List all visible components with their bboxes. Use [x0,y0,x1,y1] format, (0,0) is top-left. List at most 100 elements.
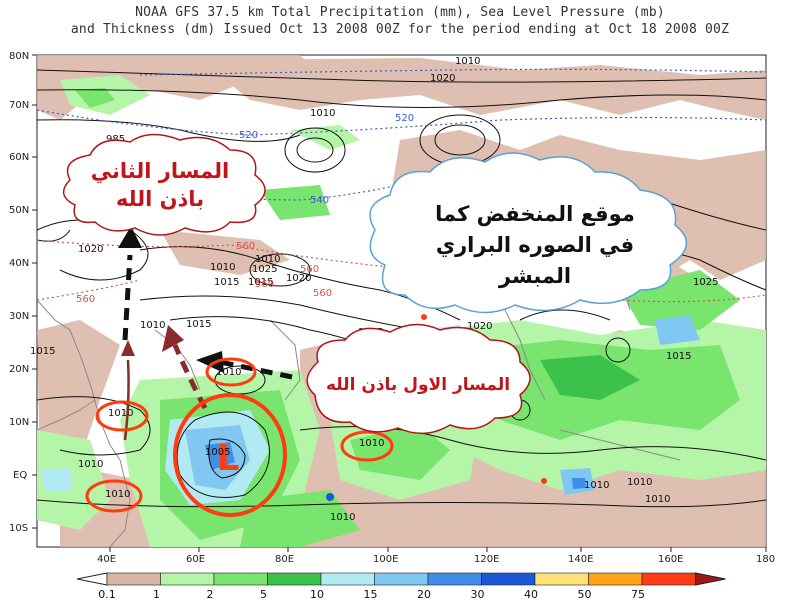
svg-text:100E: 100E [373,554,398,565]
map-title-line2: and Thickness (dm) Issued Oct 13 2008 00… [70,22,730,37]
latitude-axis: 80N 70N 60N 50N 40N 30N 20N 10N EQ 10S [9,51,29,534]
svg-text:1015: 1015 [666,351,691,362]
colorbar-swatch [374,572,429,586]
cyclone-circle [173,393,287,517]
svg-text:1025: 1025 [252,264,277,275]
cloud-low-line3: المبشر [498,264,571,288]
svg-text:1010: 1010 [627,477,652,488]
svg-text:1025: 1025 [693,277,718,288]
highlight-markers [85,357,394,517]
thickness-labels: 520 520 540 560 560 560 560 560 [76,113,414,305]
marker-1010-b [95,400,149,432]
svg-text:1015: 1015 [248,277,273,288]
svg-text:1010: 1010 [455,56,480,67]
colorbar-swatch [106,572,161,586]
cloud-second-line2: باذن الله [116,187,204,211]
svg-text:1020: 1020 [467,321,492,332]
svg-text:1010: 1010 [359,438,384,449]
marker-1010-c [340,430,394,462]
svg-text:560: 560 [255,279,274,290]
svg-text:80E: 80E [275,554,294,565]
colorbar-swatch [534,572,589,586]
colorbar-swatch [588,572,643,586]
svg-text:10S: 10S [9,523,28,534]
svg-text:60N: 60N [9,152,29,163]
svg-text:560: 560 [300,264,319,275]
cloud-low-location: موقع المنخفض كما في الصوره البراري المبش… [369,152,687,314]
cloud-second-line1: المسار الثاني [91,159,230,183]
axis-ticks [32,54,767,552]
colorbar-max-arrow [695,572,726,586]
precipitation-colorbar: 0.1 1 2 5 10 15 20 30 40 50 75 [76,572,726,600]
svg-text:70N: 70N [9,100,29,111]
colorbar-swatch [213,572,268,586]
svg-text:1015: 1015 [186,319,211,330]
svg-text:60E: 60E [186,554,205,565]
colorbar-label: 30 [471,588,485,600]
svg-text:160E: 160E [658,554,683,565]
colorbar-label: 1 [153,588,160,600]
svg-text:1010: 1010 [310,108,335,119]
svg-text:520: 520 [395,113,414,124]
svg-text:1010: 1010 [255,254,280,265]
svg-text:1005: 1005 [205,447,230,458]
svg-text:1010: 1010 [584,480,609,491]
marker-1010-d [85,479,143,513]
svg-text:1010: 1010 [140,320,165,331]
colorbar-label: 40 [524,588,538,600]
svg-text:40N: 40N [9,258,29,269]
svg-text:560: 560 [76,294,95,305]
cloud-low-line1: موقع المنخفض كما [435,202,635,226]
svg-text:1020: 1020 [430,73,455,84]
svg-text:1010: 1010 [645,494,670,505]
cloud-first-path: المسار الاول باذن الله [306,323,531,434]
svg-text:50N: 50N [9,205,29,216]
precip-blue-areas [40,314,700,505]
cloud-low-line2: في الصوره البراري [436,233,634,258]
svg-text:80N: 80N [9,51,29,62]
svg-text:EQ: EQ [13,470,27,481]
colorbar-label: 0.1 [98,588,116,600]
svg-text:1010: 1010 [78,459,103,470]
svg-text:520: 520 [239,130,258,141]
colorbar-swatch [160,572,215,586]
map-title-line1: NOAA GFS 37.5 km Total Precipitation (mm… [135,5,665,20]
svg-text:540: 540 [310,195,329,206]
colorbar-swatch [320,572,375,586]
cloud-second-path: المسار الثاني باذن الله [62,133,266,236]
colorbar-label: 50 [578,588,592,600]
svg-text:120E: 120E [474,554,499,565]
arrow-head-north [118,226,142,248]
svg-text:1010: 1010 [105,489,130,500]
svg-text:1015: 1015 [214,277,239,288]
svg-text:180: 180 [756,554,775,565]
colorbar-label: 15 [364,588,378,600]
colorbar-swatch [267,572,322,586]
colorbar-label: 75 [631,588,645,600]
svg-text:1020: 1020 [78,244,103,255]
svg-text:560: 560 [236,241,255,252]
longitude-axis: 40E 60E 80E 100E 120E 140E 160E 180 [97,554,775,565]
colorbar-label: 5 [260,588,267,600]
svg-text:10N: 10N [9,417,29,428]
low-pressure-symbol: L [217,438,240,479]
colorbar-min-arrow [76,572,108,586]
svg-text:1010: 1010 [216,367,241,378]
svg-text:20N: 20N [9,364,29,375]
svg-text:560: 560 [313,288,332,299]
svg-text:140E: 140E [568,554,593,565]
svg-text:1010: 1010 [108,408,133,419]
marker-1010-a [205,357,257,387]
svg-text:1010: 1010 [330,512,355,523]
colorbar-swatch [481,572,536,586]
colorbar-label: 20 [417,588,431,600]
svg-text:1010: 1010 [210,262,235,273]
svg-text:1020: 1020 [286,273,311,284]
svg-text:1015: 1015 [30,346,55,357]
track-arrows [118,226,293,441]
colorbar-label: 2 [207,588,214,600]
svg-text:40E: 40E [97,554,116,565]
colorbar-swatch [427,572,482,586]
cloud-first-line1: المسار الاول باذن الله [326,375,510,395]
